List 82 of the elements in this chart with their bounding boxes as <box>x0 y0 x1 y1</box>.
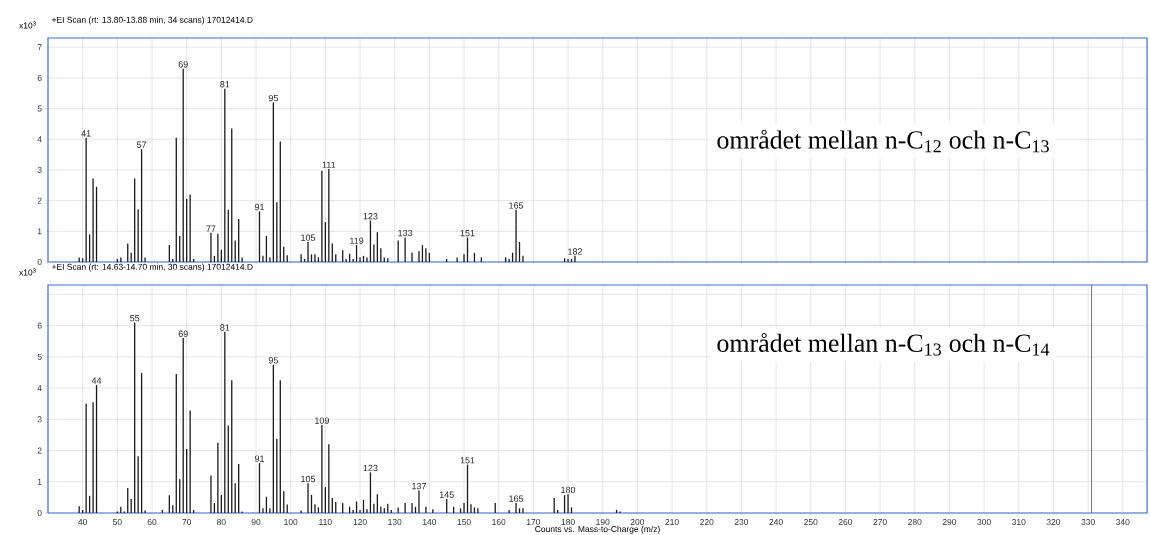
x-tick-label: 330 <box>1081 519 1095 525</box>
annotation: 111 <box>322 161 336 168</box>
x-tick-label: 190 <box>596 519 610 525</box>
annotation: 105 <box>301 475 316 483</box>
annotation: 69 <box>178 61 188 68</box>
x-tick-label: 300 <box>977 519 991 525</box>
y-tick-label: 4 <box>37 385 42 391</box>
y-tick-label: 7 <box>37 44 42 51</box>
y-tick-label: 1 <box>37 478 42 485</box>
annotation: 41 <box>81 130 91 137</box>
x-tick-label: 160 <box>492 519 506 525</box>
x-tick-label: 260 <box>838 519 853 525</box>
annotation: 95 <box>268 94 278 102</box>
annotation: 133 <box>398 229 413 237</box>
x-tick-label: 140 <box>422 519 437 525</box>
x-tick-label: 170 <box>526 519 541 525</box>
y-tick-label: 5 <box>37 353 42 360</box>
y-tick-label: 3 <box>37 166 42 173</box>
x-tick-label: 50 <box>112 519 122 525</box>
y-tick-label: 6 <box>37 322 42 329</box>
x-tick-label: 60 <box>147 519 157 525</box>
annotation: 165 <box>509 495 524 502</box>
y-tick-label: 4 <box>37 136 42 143</box>
x-tick-label: 290 <box>942 519 957 525</box>
x-tick-label: 200 <box>630 519 645 525</box>
y-tick-label: 0 <box>37 510 42 516</box>
chart-title: +EI Scan (rt: 13.80-13.88 min, 34 scans) 17012414.D <box>51 16 253 25</box>
x-tick-label: 340 <box>1116 519 1130 525</box>
y-tick-label: 0 <box>37 259 42 265</box>
y-tick-label: 6 <box>37 74 42 81</box>
y-tick-label: 5 <box>37 105 42 112</box>
x-tick-label: 240 <box>769 519 783 525</box>
annotation: 95 <box>268 357 278 364</box>
annotation: 119 <box>350 237 364 244</box>
annotation: 57 <box>136 141 147 148</box>
annotation: 109 <box>315 417 329 424</box>
annotation: 165 <box>509 202 524 209</box>
x-tick-label: 230 <box>734 519 749 525</box>
x-tick-label: 150 <box>457 519 471 525</box>
x-tick-label: 310 <box>1012 519 1026 525</box>
x-tick-label: 90 <box>251 519 261 525</box>
annotation: 182 <box>568 248 582 255</box>
y-axis-title: x10$^{3}$ <box>19 21 36 29</box>
annotation: 81 <box>220 324 230 331</box>
x-tick-label: 280 <box>908 519 922 525</box>
x-tick-label: 180 <box>561 519 575 525</box>
annotation: området mellan n-C$_{13}$ och n-C$_{14}$ <box>717 332 1050 356</box>
y-tick-label: 2 <box>37 447 42 454</box>
x-tick-label: 40 <box>78 519 88 525</box>
x-tick-label: 220 <box>700 519 714 525</box>
annotation: 91 <box>254 203 265 211</box>
x-tick-label: 270 <box>873 519 887 525</box>
annotation: 77 <box>206 225 216 232</box>
x-tick-label: 250 <box>804 519 818 525</box>
annotation: 123 <box>363 464 378 472</box>
annotation: 55 <box>130 315 140 322</box>
y-tick-label: 1 <box>37 228 42 235</box>
x-tick-label: 210 <box>665 519 679 525</box>
annotation: 180 <box>561 486 576 494</box>
annotation: 137 <box>412 482 426 490</box>
x-axis-title: Counts vs. Mass-to-Charge (m/z) <box>535 525 660 534</box>
annotation: 145 <box>439 491 454 498</box>
annotation: 44 <box>91 377 102 384</box>
x-tick-label: 320 <box>1046 519 1061 525</box>
y-tick-label: 3 <box>37 416 42 423</box>
annotation: 151 <box>460 229 475 237</box>
x-tick-label: 120 <box>353 519 367 525</box>
y-axis-title: x10$^{3}$ <box>19 268 36 276</box>
annotation: 81 <box>220 81 230 88</box>
annotation: 123 <box>363 213 378 220</box>
annotation: området mellan n-C$_{12}$ och n-C$_{13}$ <box>717 129 1049 153</box>
x-tick-label: 100 <box>284 519 298 525</box>
x-tick-label: 80 <box>217 519 226 525</box>
annotation: 151 <box>460 457 475 464</box>
chart-title: +EI Scan (rt: 14.63-14.70 min, 30 scans) 17012414.D <box>51 263 253 272</box>
x-tick-label: 110 <box>319 519 332 525</box>
y-tick-label: 2 <box>37 197 42 204</box>
annotation: 69 <box>178 330 188 337</box>
annotation: 91 <box>254 455 265 462</box>
x-tick-label: 130 <box>388 519 402 525</box>
x-tick-label: 70 <box>182 519 192 525</box>
annotation: 105 <box>301 234 316 241</box>
